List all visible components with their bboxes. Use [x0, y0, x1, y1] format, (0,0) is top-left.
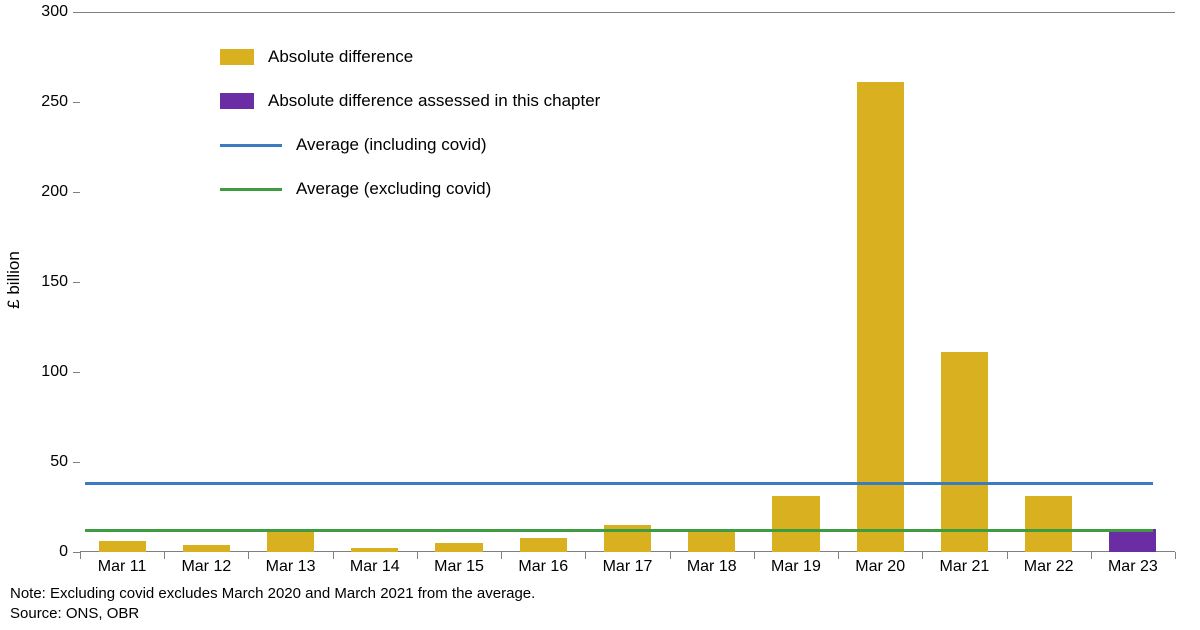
legend-swatch-box: [220, 93, 254, 109]
y-axis-label: £ billion: [4, 251, 24, 309]
x-tick: [670, 552, 671, 559]
x-tick-label: Mar 11: [98, 552, 147, 576]
legend-swatch-line: [220, 144, 282, 147]
legend-item: Average (excluding covid): [220, 178, 600, 200]
x-tick-label: Mar 12: [181, 552, 231, 576]
avg-line-avg_excluding_covid: [85, 529, 1153, 532]
x-tick-label: Mar 19: [771, 552, 821, 576]
x-tick: [1091, 552, 1092, 559]
source-text: Source: ONS, OBR: [10, 604, 535, 624]
x-tick-label: Mar 15: [434, 552, 484, 576]
legend-item: Absolute difference assessed in this cha…: [220, 90, 600, 112]
x-tick: [80, 552, 81, 559]
x-tick: [1007, 552, 1008, 559]
y-tick-label: 0: [59, 543, 80, 561]
legend-item: Average (including covid): [220, 134, 600, 156]
x-tick-label: Mar 16: [518, 552, 568, 576]
bar-absolute_diff: [688, 532, 735, 552]
x-tick: [754, 552, 755, 559]
bar-absolute_diff: [772, 496, 819, 552]
note-text: Note: Excluding covid excludes March 202…: [10, 584, 535, 604]
legend-label: Absolute difference: [268, 47, 413, 67]
avg-line-avg_including_covid: [85, 482, 1153, 485]
x-tick: [838, 552, 839, 559]
x-tick: [501, 552, 502, 559]
x-tick-label: Mar 13: [266, 552, 316, 576]
legend-item: Absolute difference: [220, 46, 600, 68]
x-tick-label: Mar 21: [940, 552, 990, 576]
bar-absolute_diff: [99, 541, 146, 552]
x-tick-label: Mar 18: [687, 552, 737, 576]
x-tick: [1175, 552, 1176, 559]
bar-absolute_diff: [183, 545, 230, 552]
y-tick-label: 50: [50, 453, 80, 471]
x-tick: [417, 552, 418, 559]
bar-absolute_diff: [267, 532, 314, 552]
legend-label: Average (including covid): [296, 135, 487, 155]
chart-footnotes: Note: Excluding covid excludes March 202…: [10, 584, 535, 625]
y-tick-label: 200: [41, 183, 80, 201]
x-tick-label: Mar 17: [603, 552, 653, 576]
bar-absolute_diff: [520, 538, 567, 552]
legend-swatch-line: [220, 188, 282, 191]
bar-absolute_diff: [1025, 496, 1072, 552]
chart-container: £ billion Absolute differenceAbsolute di…: [0, 0, 1200, 590]
legend-swatch-box: [220, 49, 254, 65]
y-tick-label: 100: [41, 363, 80, 381]
x-tick: [585, 552, 586, 559]
x-tick: [248, 552, 249, 559]
plot-area: Absolute difference Absolute difference a…: [80, 12, 1175, 552]
x-tick: [333, 552, 334, 559]
legend-label: Absolute difference assessed in this cha…: [268, 91, 600, 111]
x-tick: [164, 552, 165, 559]
y-tick-label: 250: [41, 93, 80, 111]
bar-absolute_diff: [941, 352, 988, 552]
y-tick-label: 150: [41, 273, 80, 291]
x-tick-label: Mar 20: [855, 552, 905, 576]
legend: Absolute difference Absolute difference a…: [220, 46, 600, 222]
x-tick-label: Mar 23: [1108, 552, 1158, 576]
legend-label: Average (excluding covid): [296, 179, 491, 199]
bar-absolute_diff_chapter: [1109, 529, 1156, 552]
plot-top-border: [80, 12, 1175, 13]
x-tick-label: Mar 22: [1024, 552, 1074, 576]
bar-absolute_diff: [435, 543, 482, 552]
y-tick-label: 300: [41, 3, 80, 21]
x-tick-label: Mar 14: [350, 552, 400, 576]
x-tick: [922, 552, 923, 559]
